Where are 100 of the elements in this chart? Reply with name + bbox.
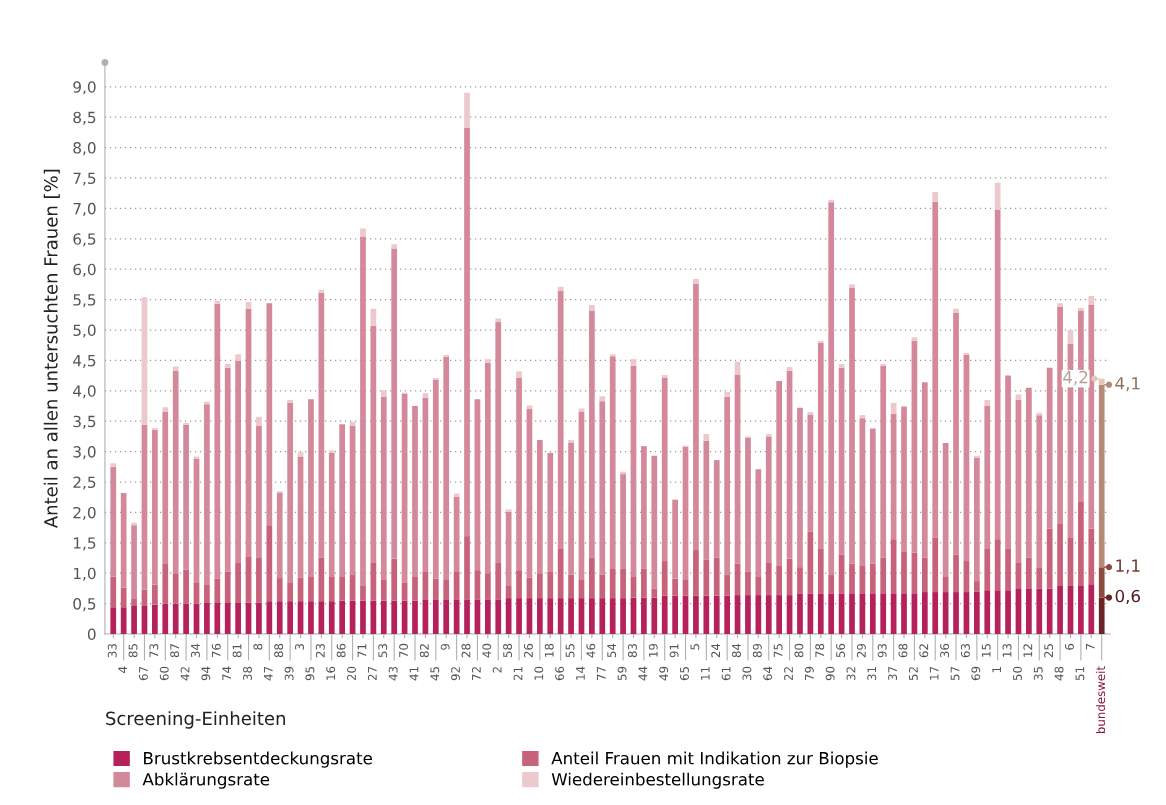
bar (651, 597, 658, 635)
x-tick-label: 17 (929, 666, 939, 680)
bar (505, 585, 512, 599)
x-tick-label: 76 (211, 643, 221, 658)
bar (110, 576, 117, 608)
bar (484, 599, 491, 635)
bar (1078, 502, 1084, 586)
bar (224, 571, 231, 604)
bar (380, 390, 387, 397)
bar (464, 127, 470, 537)
x-tick-label: 68 (898, 643, 908, 658)
x-tick-label: 41 (409, 667, 419, 681)
annotation: 4,1 (1115, 377, 1140, 392)
x-tick-label: 20 (347, 666, 356, 681)
y-tick-label: 2,5 (73, 476, 96, 490)
bar (235, 603, 241, 635)
x-tick-label: 44 (638, 666, 648, 681)
bar (901, 406, 907, 552)
bar (266, 303, 273, 526)
bar (443, 579, 450, 600)
bar (620, 598, 626, 635)
bar (183, 569, 189, 604)
legend-label: Abklärungsrate (142, 772, 270, 789)
x-tick-label: 83 (627, 643, 637, 658)
x-tick-label: 69 (971, 666, 981, 681)
y-tick-label: 7,5 (73, 172, 96, 186)
x-tick-label: 60 (159, 666, 169, 681)
bar (443, 356, 450, 580)
bar (693, 550, 699, 596)
bar (589, 310, 595, 558)
bar (318, 601, 325, 635)
x-tick-label: 32 (846, 667, 856, 681)
bar (557, 598, 564, 635)
bar (120, 587, 127, 608)
bar (204, 603, 210, 635)
x-tick-label: 58 (503, 643, 513, 658)
bar (849, 563, 855, 594)
bar (276, 492, 283, 579)
bar (693, 278, 699, 284)
x-tick-label: 82 (419, 644, 429, 658)
x-tick-label: 48 (1054, 666, 1064, 681)
bar (901, 593, 907, 635)
x-tick-label: 94 (201, 666, 211, 681)
x-tick-label: 65 (680, 666, 689, 681)
bar (1046, 367, 1053, 529)
bar (464, 536, 470, 600)
bar (339, 600, 346, 635)
bar (308, 399, 314, 577)
x-tick-label: 78 (815, 643, 825, 658)
bar (880, 365, 887, 558)
bar (235, 361, 241, 563)
bar (380, 600, 387, 635)
bar (120, 607, 127, 635)
bar (1026, 387, 1032, 558)
bar (495, 318, 502, 323)
annotation: 4,2 (1063, 370, 1088, 386)
x-tick-label: 31 (867, 667, 877, 681)
bar (1015, 394, 1022, 400)
bar (713, 460, 720, 558)
bar (994, 539, 1001, 591)
bar (661, 378, 668, 562)
x-tick-label: 79 (804, 666, 814, 681)
bar (1036, 588, 1043, 635)
x-tick-label: 72 (471, 667, 481, 681)
y-tick-label: 8,5 (73, 111, 96, 125)
bar (984, 406, 991, 549)
bar (921, 592, 928, 635)
bar (360, 600, 366, 635)
x-tick-label: 47 (263, 666, 273, 681)
x-tick-label: 70 (399, 643, 409, 658)
bar (1078, 308, 1084, 311)
x-tick-label: 22 (784, 667, 793, 681)
bar (1057, 523, 1063, 586)
bar (724, 396, 730, 576)
bar (599, 598, 606, 635)
y-tick-label: 1,5 (73, 537, 96, 551)
x-tick-label: 39 (284, 666, 294, 681)
y-tick-label: 4,5 (73, 355, 96, 368)
bar (162, 603, 169, 635)
x-tick-label: 64 (763, 666, 773, 681)
x-tick-label: 57 (950, 666, 960, 681)
x-tick-label: 43 (388, 666, 398, 681)
bar (620, 474, 626, 569)
y-tick-label: 0,5 (73, 598, 96, 612)
bar (713, 595, 720, 635)
bar (557, 291, 564, 549)
bar (464, 92, 470, 128)
y-tick-label: 6,0 (73, 263, 96, 277)
bar (391, 248, 398, 559)
x-tick-label: 55 (565, 644, 575, 658)
bar (672, 595, 678, 635)
bar (797, 567, 803, 594)
bar (745, 437, 751, 572)
x-tick-label: 56 (836, 643, 846, 658)
bar (287, 399, 293, 403)
bar (339, 576, 346, 601)
bar (713, 557, 720, 596)
bar (1057, 585, 1063, 635)
x-tick-label: 23 (315, 643, 325, 658)
x-tick-label: 49 (659, 666, 669, 681)
